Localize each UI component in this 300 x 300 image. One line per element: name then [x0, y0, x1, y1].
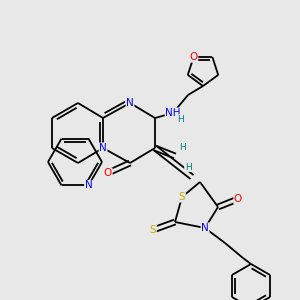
- Text: H: H: [178, 115, 184, 124]
- Text: O: O: [234, 194, 242, 204]
- Text: N: N: [85, 180, 92, 190]
- Text: O: O: [104, 168, 112, 178]
- Text: O: O: [190, 52, 198, 62]
- Text: NH: NH: [165, 108, 181, 118]
- Text: N: N: [126, 98, 134, 108]
- Text: N: N: [99, 143, 107, 153]
- Text: N: N: [201, 223, 209, 233]
- Text: H: H: [184, 163, 191, 172]
- Text: S: S: [179, 192, 185, 202]
- Text: S: S: [150, 225, 156, 235]
- Text: H: H: [180, 143, 186, 152]
